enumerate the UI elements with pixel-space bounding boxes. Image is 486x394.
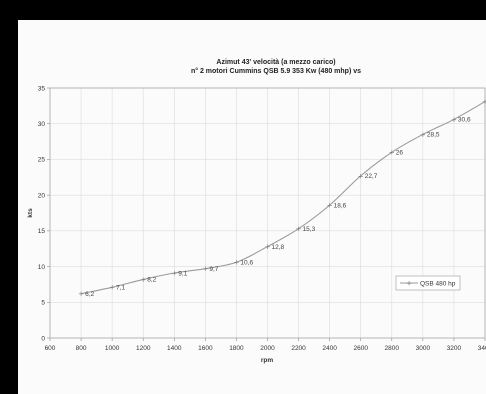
data-label: 12,8 bbox=[272, 244, 285, 251]
chart-title: Azimut 43' velocità (a mezzo carico) bbox=[216, 59, 335, 66]
data-label: 26 bbox=[396, 150, 404, 157]
y-tick-label: 5 bbox=[41, 300, 45, 307]
data-label: 15,3 bbox=[303, 226, 316, 233]
data-label: 9,1 bbox=[178, 270, 187, 277]
x-tick-labels: 600 800 1000 1200 1400 1600 1800 2000 2200 2400 26… bbox=[45, 345, 486, 352]
y-tick-label: 35 bbox=[38, 85, 46, 92]
legend-label: QSB 480 hp bbox=[420, 281, 456, 288]
data-point-marker: + bbox=[420, 131, 426, 139]
data-label: 9,7 bbox=[209, 266, 218, 273]
data-label: 22,7 bbox=[365, 173, 378, 180]
y-tick-label: 0 bbox=[41, 335, 45, 342]
data-point-marker: + bbox=[482, 98, 486, 106]
y-tick-label: 20 bbox=[38, 192, 46, 199]
data-label: 18,6 bbox=[334, 202, 347, 209]
x-tick-label: 3000 bbox=[416, 345, 431, 352]
data-point-marker: + bbox=[109, 284, 115, 292]
x-axis-label: rpm bbox=[261, 357, 274, 364]
plot-frame bbox=[49, 87, 486, 339]
data-point-marker: + bbox=[265, 243, 271, 251]
x-tick-label: 2600 bbox=[353, 345, 368, 352]
y-tick-label: 25 bbox=[38, 157, 46, 164]
x-tick-label: 1000 bbox=[105, 345, 120, 352]
data-label: 7,1 bbox=[116, 285, 125, 292]
data-point-marker: + bbox=[327, 202, 333, 210]
line-chart: Azimut 43' velocità (a mezzo carico) n° … bbox=[27, 59, 486, 364]
data-point-marker: + bbox=[296, 225, 302, 233]
y-axis-label: kts bbox=[27, 208, 34, 218]
data-point-marker: + bbox=[389, 149, 395, 157]
x-tick-label: 2200 bbox=[291, 345, 306, 352]
data-point-marker: + bbox=[78, 290, 84, 298]
data-label: 10,6 bbox=[240, 260, 253, 267]
data-point-marker: + bbox=[202, 265, 208, 273]
y-tick-label: 30 bbox=[38, 121, 46, 128]
data-point-marker: + bbox=[451, 116, 457, 124]
data-label: 8,2 bbox=[147, 277, 156, 284]
legend: + QSB 480 hp bbox=[395, 275, 461, 291]
x-tick-label: 1800 bbox=[229, 345, 244, 352]
data-point-marker: + bbox=[171, 269, 177, 277]
data-label: 28,5 bbox=[427, 132, 440, 139]
x-tick-label: 1200 bbox=[136, 345, 151, 352]
grid bbox=[47, 87, 486, 341]
x-tick-label: 800 bbox=[76, 345, 87, 352]
legend-marker: + bbox=[406, 280, 412, 288]
data-point-marker: + bbox=[358, 172, 364, 180]
y-tick-label: 15 bbox=[38, 228, 46, 235]
chart-subtitle: n° 2 motori Cummins QSB 5.9 353 Kw (480 … bbox=[191, 67, 361, 75]
series-line bbox=[80, 101, 486, 295]
data-label: 30,6 bbox=[458, 117, 471, 124]
x-tick-label: 3400 bbox=[478, 345, 486, 352]
x-tick-label: 2000 bbox=[260, 345, 275, 352]
chart-card: Azimut 43' velocità (a mezzo carico) n° … bbox=[18, 20, 486, 394]
y-tick-label: 10 bbox=[38, 264, 46, 271]
series-group: +6,2+ 7,1+ 8,2+ 9,1+ 9,7+ 10,6+ 12,8+ 15,3+ 18,6… bbox=[78, 98, 486, 298]
x-tick-label: 1400 bbox=[167, 345, 182, 352]
y-tick-labels: 0 5 10 15 20 25 30 35 bbox=[38, 85, 46, 342]
x-tick-label: 2800 bbox=[385, 345, 400, 352]
x-tick-label: 600 bbox=[45, 345, 56, 352]
data-label: 6,2 bbox=[85, 291, 94, 298]
x-tick-label: 1600 bbox=[198, 345, 213, 352]
data-point-marker: + bbox=[140, 276, 146, 284]
x-tick-label: 3200 bbox=[447, 345, 462, 352]
data-point-marker: + bbox=[233, 259, 239, 267]
x-tick-label: 2400 bbox=[322, 345, 337, 352]
legend-box bbox=[395, 275, 461, 291]
